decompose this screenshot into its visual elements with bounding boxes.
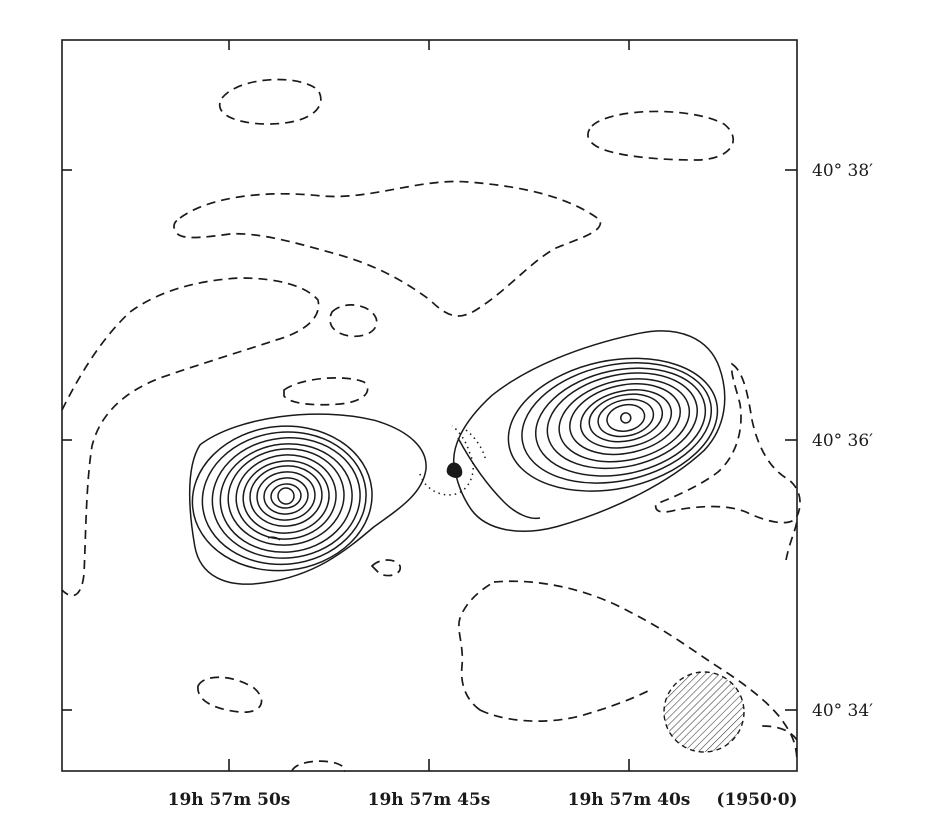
small-negative-blob — [446, 462, 463, 478]
dashed-contour — [654, 362, 801, 524]
dashed-contour — [329, 304, 378, 338]
solid-contour — [227, 448, 345, 546]
dotted-contours — [419, 425, 487, 496]
solid-contour — [191, 425, 373, 572]
y-tick-label: 40° 34′ — [812, 701, 873, 721]
left-source-contours — [188, 413, 427, 585]
plot-frame — [61, 39, 798, 772]
solid-contour — [558, 378, 691, 463]
dashed-contour — [283, 377, 369, 406]
solid-contour — [569, 383, 681, 456]
solid-contour — [606, 403, 646, 432]
solid-contour — [188, 413, 427, 585]
y-tick-label: 40° 38′ — [812, 161, 873, 181]
solid-contour — [201, 431, 367, 566]
solid-contour — [219, 443, 353, 553]
dashed-contour — [61, 277, 320, 597]
solid-contour — [579, 389, 673, 449]
negative-contours — [61, 78, 801, 772]
x-tick-label: 19h 57m 50s — [168, 790, 291, 810]
solid-contour — [507, 357, 719, 492]
solid-contour — [242, 460, 330, 534]
solid-contour — [256, 471, 316, 521]
beam-ellipse-icon — [663, 671, 745, 753]
small-contour-mark — [267, 536, 281, 541]
dotted-contour — [419, 425, 474, 496]
dashed-contour — [370, 559, 401, 577]
dashed-contour — [458, 580, 798, 761]
dashed-contour — [291, 760, 347, 772]
solid-contour — [597, 398, 655, 438]
solid-contour — [457, 437, 541, 520]
dashed-contour — [785, 519, 798, 561]
dashed-contour — [197, 676, 263, 713]
right-source-contours — [453, 330, 726, 532]
solid-contour — [521, 362, 713, 484]
solid-contour — [263, 477, 309, 515]
solid-contour-peak — [277, 487, 295, 505]
epoch-label: (1950·0) — [716, 790, 797, 810]
solid-contour-peak — [620, 412, 632, 424]
solid-contour — [546, 372, 698, 470]
y-tick-label: 40° 36′ — [812, 431, 873, 451]
dashed-contour — [173, 180, 602, 317]
solid-contour — [270, 483, 302, 509]
dashed-contour — [219, 78, 322, 125]
solid-contour — [453, 330, 726, 532]
solid-contour — [534, 367, 707, 477]
x-tick-label: 19h 57m 40s — [568, 790, 691, 810]
dashed-contour — [587, 110, 735, 161]
solid-contour — [235, 454, 337, 540]
solid-contour — [588, 393, 664, 443]
solid-contour — [249, 465, 323, 527]
x-tick-label: 19h 57m 45s — [368, 790, 491, 810]
